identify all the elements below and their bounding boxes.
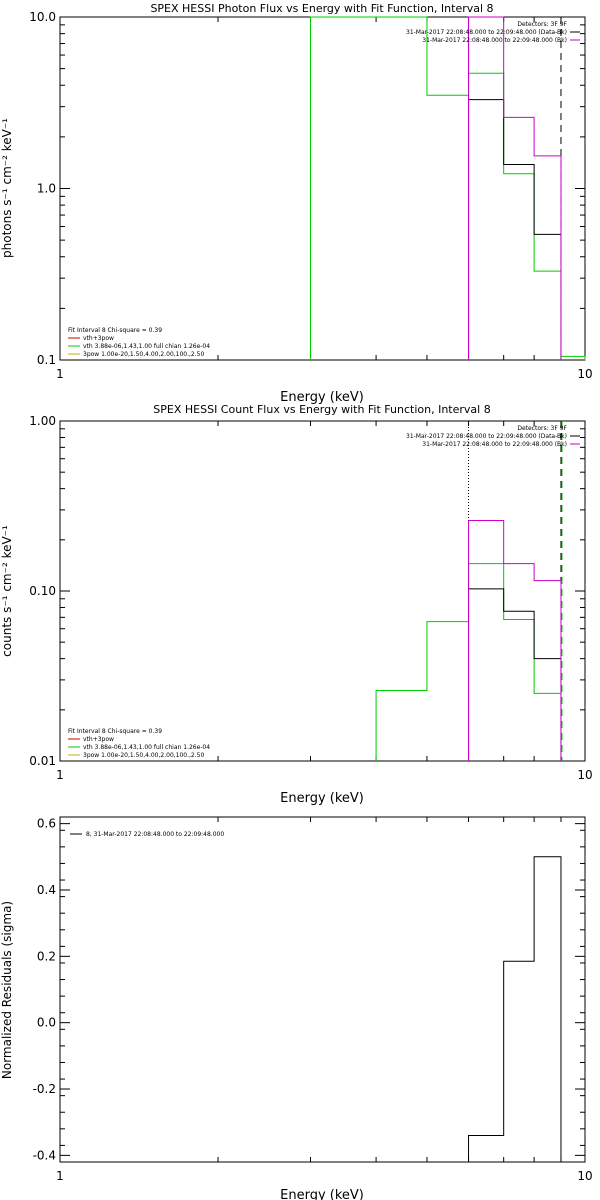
fit-info-entry: vth 3.88e-06,1.43,1.00 full chian 1.26e-… xyxy=(83,343,210,350)
x-tick-label: 1 xyxy=(56,1169,64,1183)
fit-info-entry: vth 3.88e-06,1.43,1.00 full chian 1.26e-… xyxy=(83,744,210,751)
x-tick-label: 1 xyxy=(56,367,64,381)
count-flux-title: SPEX HESSI Count Flux vs Energy with Fit… xyxy=(153,403,490,416)
y-tick-label: 0.2 xyxy=(37,949,56,963)
data-step-series xyxy=(468,16,562,360)
x-tick-label: 10 xyxy=(577,367,592,381)
fit-info-entry: 3pow 1.00e-20,1.50,4.00,2.00,100.,2.50 xyxy=(83,351,204,358)
residuals-panel: Energy (keV) Normalized Residuals (sigma… xyxy=(0,816,593,1200)
y-tick-label: 0.01 xyxy=(29,754,56,768)
data-step-series xyxy=(375,563,562,761)
legend-entry: 31-Mar-2017 22:08:48.000 to 22:09:48.000… xyxy=(422,37,567,44)
data-step-series xyxy=(468,519,562,761)
y-tick-label: 0.4 xyxy=(37,883,56,897)
residuals-ticks: 1 10 -0.4 -0.2 0.0 0.2 0.4 0.6 xyxy=(33,817,593,1183)
y-tick-label: -0.4 xyxy=(33,1148,56,1162)
fit-info-entry: Fit Interval 8 Chi-square = 0.39 xyxy=(68,728,162,735)
y-tick-label: 10.0 xyxy=(29,10,56,24)
count-flux-ticks: 1 10 0.01 0.10 1.00 xyxy=(29,414,592,782)
x-tick-label: 10 xyxy=(577,768,592,782)
residuals-legend: 8, 31-Mar-2017 22:08:48.000 to 22:09:48.… xyxy=(70,831,224,838)
legend-entry: Detectors: 3F 9F xyxy=(517,425,567,432)
count-flux-panel: SPEX HESSI Count Flux vs Energy with Fit… xyxy=(0,403,593,806)
y-tick-label: 0.1 xyxy=(37,353,56,367)
photon-flux-title: SPEX HESSI Photon Flux vs Energy with Fi… xyxy=(150,2,493,15)
fit-info-entry: Fit Interval 8 Chi-square = 0.39 xyxy=(68,327,162,334)
y-tick-label: 1.00 xyxy=(29,414,56,428)
residuals-series xyxy=(468,856,562,1162)
residuals-y-axis-label: Normalized Residuals (sigma) xyxy=(0,901,14,1079)
y-tick-label: 0.10 xyxy=(29,584,56,598)
photon-flux-x-axis-label: Energy (keV) xyxy=(280,390,364,405)
residuals-x-axis-label: Energy (keV) xyxy=(280,1188,364,1200)
x-tick-label: 10 xyxy=(577,1169,592,1183)
count-flux-x-axis-label: Energy (keV) xyxy=(280,791,364,806)
data-step-series xyxy=(468,99,562,360)
photon-flux-panel: SPEX HESSI Photon Flux vs Energy with Fi… xyxy=(0,2,593,405)
legend-entry: Detectors: 3F 9F xyxy=(517,21,567,28)
y-tick-label: 0.0 xyxy=(37,1016,56,1030)
photon-flux-series xyxy=(309,16,586,360)
legend-entry: 31-Mar-2017 22:08:48.000 to 22:09:48.000… xyxy=(406,29,567,36)
y-tick-label: 0.6 xyxy=(37,817,56,831)
photon-flux-y-axis-label: photons s⁻¹ cm⁻² keV⁻¹ xyxy=(0,118,14,258)
fit-info-entry: 3pow 1.00e-20,1.50,4.00,2.00,100.,2.50 xyxy=(83,752,204,759)
count-flux-y-axis-label: counts s⁻¹ cm⁻² keV⁻¹ xyxy=(0,525,14,657)
residuals-plot-frame xyxy=(59,816,586,1163)
x-tick-label: 1 xyxy=(56,768,64,782)
data-step-series xyxy=(468,588,562,761)
y-tick-label: 1.0 xyxy=(37,182,56,196)
legend-entry: 31-Mar-2017 22:08:48.000 to 22:09:48.000… xyxy=(422,441,567,448)
count-flux-fit-info: Fit Interval 8 Chi-square = 0.39vth+3pow… xyxy=(68,728,210,759)
fit-info-entry: vth+3pow xyxy=(83,736,114,743)
fit-info-entry: vth+3pow xyxy=(83,335,114,342)
data-step-series xyxy=(468,856,562,1162)
count-flux-series xyxy=(375,519,562,761)
legend-entry: 31-Mar-2017 22:08:48.000 to 22:09:48.000… xyxy=(406,433,567,440)
photon-flux-ticks: 1 10 0.1 1.0 10.0 xyxy=(29,10,592,381)
photon-flux-fit-info: Fit Interval 8 Chi-square = 0.39vth+3pow… xyxy=(68,327,210,358)
y-tick-label: -0.2 xyxy=(33,1082,56,1096)
legend-entry: 8, 31-Mar-2017 22:08:48.000 to 22:09:48.… xyxy=(86,831,224,838)
